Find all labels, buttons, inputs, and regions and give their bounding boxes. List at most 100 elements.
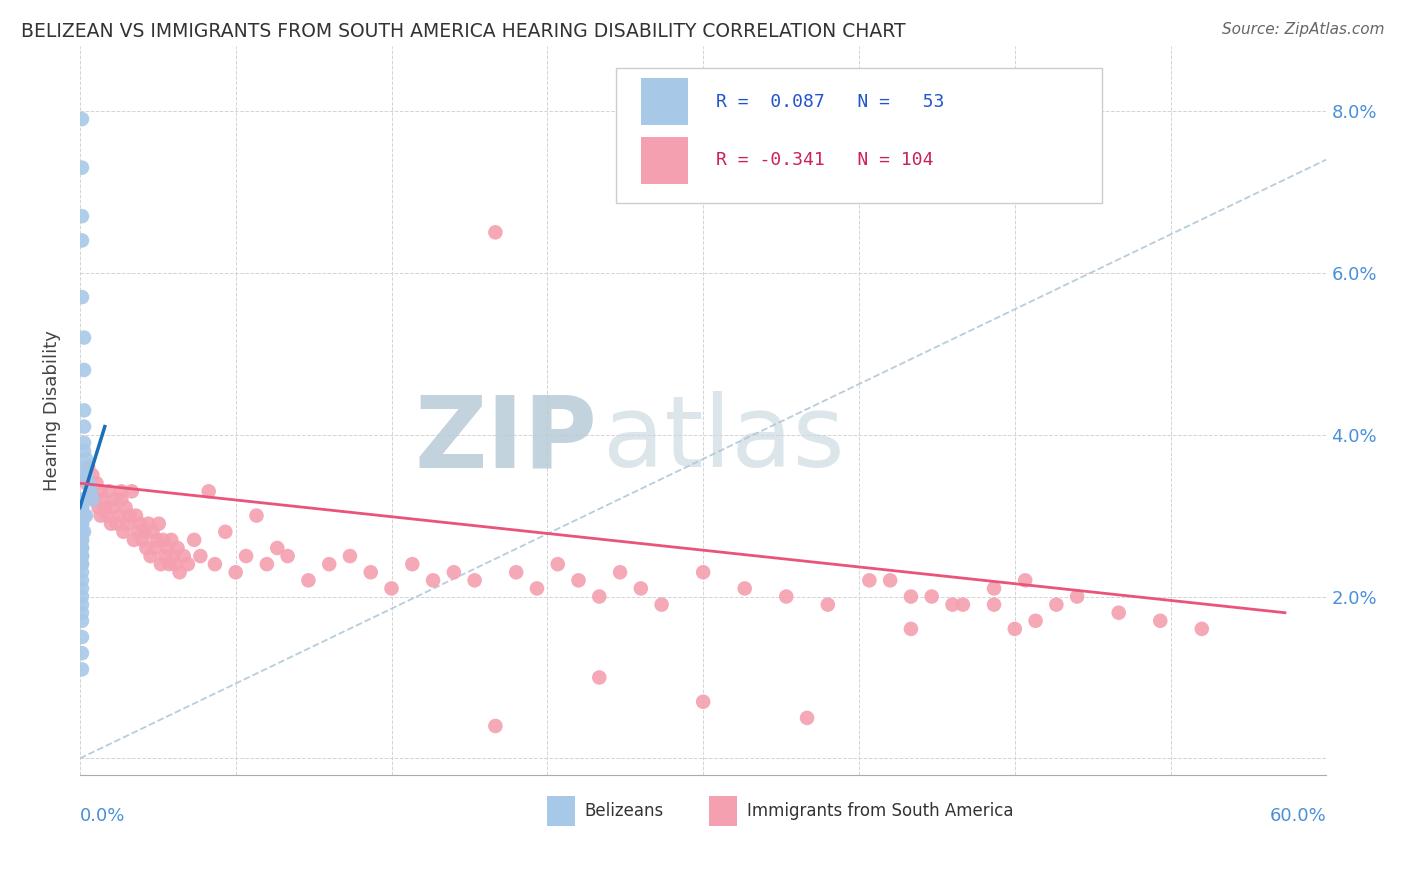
Point: [588, 670, 610, 684]
Point: [70, 161, 93, 175]
Point: [73, 443, 96, 458]
Point: [183, 533, 205, 547]
Point: [94, 500, 117, 515]
Point: [1191, 622, 1213, 636]
Text: atlas: atlas: [603, 391, 845, 488]
Point: [135, 541, 157, 555]
Point: [162, 549, 184, 563]
Point: [70, 549, 93, 563]
Point: [70, 566, 93, 580]
Point: [117, 516, 139, 531]
Point: [464, 574, 486, 588]
Point: [75, 508, 97, 523]
Point: [318, 557, 340, 571]
Point: [131, 533, 153, 547]
Point: [105, 516, 128, 531]
Point: [70, 630, 93, 644]
Point: [70, 557, 93, 571]
Point: [90, 484, 112, 499]
Point: [134, 524, 156, 539]
Point: [91, 492, 114, 507]
Point: [90, 508, 112, 523]
Point: [139, 549, 162, 563]
Point: [87, 500, 110, 515]
Point: [422, 574, 444, 588]
Point: [153, 549, 176, 563]
Point: [70, 549, 93, 563]
Text: R =  0.087   N =   53: R = 0.087 N = 53: [716, 93, 943, 111]
FancyBboxPatch shape: [616, 68, 1102, 202]
Point: [77, 476, 100, 491]
Point: [96, 508, 118, 523]
Point: [70, 541, 93, 555]
Point: [1108, 606, 1130, 620]
Point: [77, 476, 100, 491]
Point: [148, 516, 170, 531]
Point: [129, 516, 152, 531]
Point: [1014, 574, 1036, 588]
Point: [1045, 598, 1067, 612]
Point: [104, 492, 127, 507]
Point: [110, 492, 132, 507]
Point: [70, 606, 93, 620]
Point: [70, 574, 93, 588]
Point: [796, 711, 818, 725]
Point: [79, 484, 101, 499]
Point: [900, 622, 922, 636]
Point: [339, 549, 361, 563]
Point: [70, 516, 93, 531]
Text: ZIP: ZIP: [415, 391, 598, 488]
Point: [858, 574, 880, 588]
Point: [70, 500, 93, 515]
Point: [692, 695, 714, 709]
Point: [73, 419, 96, 434]
Point: [204, 557, 226, 571]
Point: [83, 492, 105, 507]
Point: [82, 492, 104, 507]
Point: [70, 541, 93, 555]
Point: [380, 582, 402, 596]
Point: [156, 541, 179, 555]
Point: [100, 516, 122, 531]
Point: [70, 516, 93, 531]
Point: [138, 516, 160, 531]
Point: [75, 468, 97, 483]
Point: [266, 541, 288, 555]
Point: [108, 508, 131, 523]
Text: Belizeans: Belizeans: [585, 802, 664, 820]
Point: [142, 524, 165, 539]
Point: [70, 533, 93, 547]
Point: [879, 574, 901, 588]
Point: [112, 524, 135, 539]
Point: [70, 500, 93, 515]
Point: [70, 112, 93, 126]
Point: [505, 566, 527, 580]
Point: [173, 549, 195, 563]
Point: [235, 549, 257, 563]
Point: [197, 484, 219, 499]
Point: [169, 566, 191, 580]
Point: [941, 598, 963, 612]
Point: [73, 508, 96, 523]
Point: [256, 557, 278, 571]
Bar: [641, 78, 688, 125]
Point: [114, 500, 136, 515]
Point: [75, 452, 97, 467]
Text: R = -0.341   N = 104: R = -0.341 N = 104: [716, 152, 934, 169]
Point: [1004, 622, 1026, 636]
Point: [70, 234, 93, 248]
Point: [118, 508, 141, 523]
Point: [484, 225, 506, 239]
Point: [297, 574, 319, 588]
Point: [70, 662, 93, 676]
Point: [1025, 614, 1047, 628]
Point: [165, 557, 187, 571]
Point: [149, 557, 172, 571]
Point: [73, 435, 96, 450]
Point: [101, 500, 124, 515]
Point: [70, 533, 93, 547]
Point: [157, 557, 180, 571]
Point: [79, 484, 101, 499]
Text: 60.0%: 60.0%: [1270, 807, 1326, 825]
Point: [609, 566, 631, 580]
